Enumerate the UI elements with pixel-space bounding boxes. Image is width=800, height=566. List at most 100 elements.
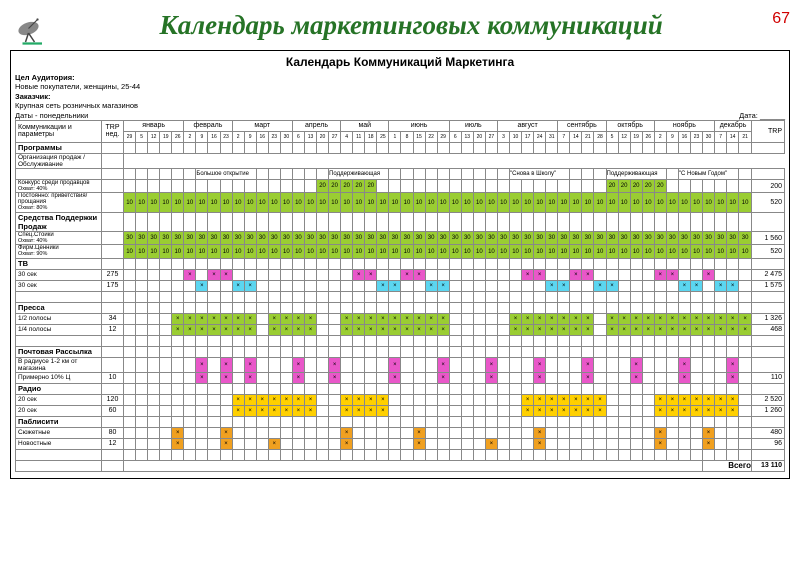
mark-cell: [425, 313, 437, 324]
meta-dates-note: Даты - понедельники: [15, 111, 140, 120]
mark-cell: [618, 313, 630, 324]
row-label: Сюжетные: [16, 427, 102, 438]
filled-cell: 10: [353, 245, 365, 259]
filled-cell: 10: [389, 193, 401, 213]
mark-cell: [678, 405, 690, 416]
mark-cell: [546, 313, 558, 324]
row-label: Фирм.ЦенникиОхват: 90%: [16, 245, 102, 259]
filled-cell: 10: [232, 193, 244, 213]
mark-cell: [678, 357, 690, 372]
filled-cell: 30: [485, 231, 497, 245]
mark-cell: [280, 324, 292, 335]
mark-cell: [703, 324, 715, 335]
week-header: 13: [461, 131, 473, 142]
week-header: 19: [630, 131, 642, 142]
mark-cell: [606, 280, 618, 291]
mark-cell: [534, 427, 546, 438]
mark-cell: [582, 357, 594, 372]
meta-client-value: Крупная сеть розничных магазинов: [15, 101, 140, 110]
mark-cell: [232, 324, 244, 335]
mark-cell: [244, 324, 256, 335]
filled-cell: 10: [473, 193, 485, 213]
mark-cell: [570, 324, 582, 335]
filled-cell: 10: [485, 193, 497, 213]
mark-cell: [522, 269, 534, 280]
filled-cell: 10: [304, 245, 316, 259]
filled-cell: 10: [232, 245, 244, 259]
row-label: 1/2 полосы: [16, 313, 102, 324]
mark-cell: [268, 394, 280, 405]
mark-cell: [582, 394, 594, 405]
filled-cell: 10: [220, 245, 232, 259]
filled-cell: 30: [208, 231, 220, 245]
mark-cell: [232, 394, 244, 405]
filled-cell: 10: [148, 245, 160, 259]
mark-cell: [292, 372, 304, 383]
filled-cell: 30: [703, 231, 715, 245]
week-header: 29: [124, 131, 136, 142]
filled-cell: 10: [437, 245, 449, 259]
grand-total-value: 13 110: [752, 460, 785, 471]
mark-cell: [208, 269, 220, 280]
mark-cell: [220, 357, 232, 372]
week-header: 9: [666, 131, 678, 142]
filled-cell: 10: [739, 245, 752, 259]
mark-cell: [377, 324, 389, 335]
row-total: [752, 357, 785, 372]
mark-cell: [558, 324, 570, 335]
mark-cell: [654, 313, 666, 324]
filled-cell: 10: [666, 245, 678, 259]
mark-cell: [606, 324, 618, 335]
row-total: 96: [752, 438, 785, 449]
mark-cell: [510, 324, 522, 335]
mark-cell: [678, 394, 690, 405]
filled-cell: 10: [196, 193, 208, 213]
filled-cell: 10: [196, 245, 208, 259]
mark-cell: [690, 324, 702, 335]
week-header: 9: [196, 131, 208, 142]
row-total: 480: [752, 427, 785, 438]
mark-cell: [268, 405, 280, 416]
mark-cell: [690, 280, 702, 291]
filled-cell: 10: [160, 193, 172, 213]
filled-cell: 10: [703, 193, 715, 213]
mark-cell: [172, 438, 184, 449]
mark-cell: [196, 313, 208, 324]
mark-cell: [546, 280, 558, 291]
meta-audience-label: Цел Аудитория:: [15, 73, 75, 82]
filled-cell: 10: [365, 245, 377, 259]
section-label: Радио: [16, 383, 102, 394]
filled-cell: 30: [172, 231, 184, 245]
filled-cell: 10: [425, 245, 437, 259]
filled-cell: 10: [172, 245, 184, 259]
mark-cell: [172, 324, 184, 335]
mark-cell: [389, 372, 401, 383]
mark-cell: [715, 280, 727, 291]
mark-cell: [389, 324, 401, 335]
mark-cell: [220, 372, 232, 383]
filled-cell: 10: [727, 193, 739, 213]
filled-cell: 30: [148, 231, 160, 245]
filled-cell: 10: [558, 193, 570, 213]
filled-cell: 30: [461, 231, 473, 245]
mark-cell: [304, 394, 316, 405]
page-number: 67: [772, 10, 790, 28]
filled-cell: 10: [534, 193, 546, 213]
row-label: 30 сек: [16, 280, 102, 291]
mark-cell: [690, 405, 702, 416]
filled-cell: 10: [208, 193, 220, 213]
mark-cell: [703, 313, 715, 324]
mark-cell: [353, 394, 365, 405]
mark-cell: [703, 394, 715, 405]
mark-cell: [268, 313, 280, 324]
mark-cell: [739, 313, 752, 324]
mark-cell: [546, 394, 558, 405]
month-header: декабрь: [715, 120, 752, 131]
mark-cell: [594, 405, 606, 416]
week-header: 6: [292, 131, 304, 142]
filled-cell: 10: [461, 245, 473, 259]
mark-cell: [304, 324, 316, 335]
filled-cell: 10: [329, 193, 341, 213]
filled-cell: 20: [630, 179, 642, 193]
month-header: февраль: [184, 120, 232, 131]
